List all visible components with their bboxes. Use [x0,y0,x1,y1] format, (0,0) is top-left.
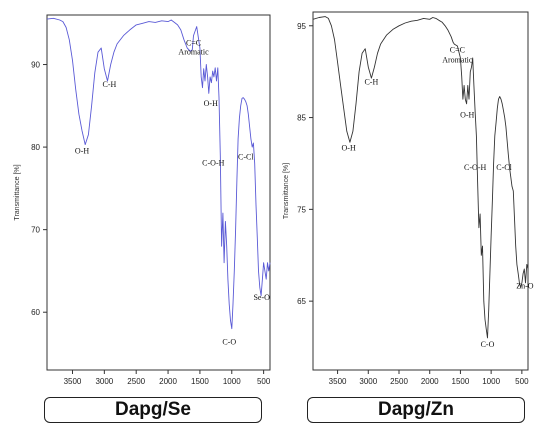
peak-annotation: C-O [222,337,236,346]
x-tick-label: 500 [515,377,529,386]
peak-annotation: O-H [460,111,474,120]
x-tick-label: 1000 [223,377,241,386]
spectrum-line [312,16,529,339]
x-tick-label: 3000 [95,377,113,386]
y-tick-label: 95 [297,22,306,31]
peak-annotation: O-H [342,144,356,153]
x-tick-label: 3500 [329,377,347,386]
peak-annotation: O-H [204,99,218,108]
y-tick-label: 65 [297,297,306,306]
caption-dapg-zn: Dapg/Zn [307,397,525,423]
x-tick-label: 2500 [127,377,145,386]
plot-frame [312,11,529,371]
peak-annotation: Se-O [253,293,270,302]
y-tick-label: 80 [31,143,40,152]
y-tick-label: 70 [31,226,40,235]
x-tick-label: 500 [257,377,271,386]
peak-annotation: C-H [364,78,378,87]
peak-annotation: C-H [103,80,117,89]
x-tick-label: 1500 [452,377,470,386]
peak-annotation: C-O-H [202,158,224,167]
ftir-panel-dapg-zn: 3500 3000 2500 2000 1500 1000 500 65 75 85 95 Trans… [283,11,534,386]
x-tick-label: 1000 [482,377,500,386]
x-tick-label: 2000 [159,377,177,386]
x-tick-label: 2000 [421,377,439,386]
x-tick-label: 2500 [390,377,408,386]
peak-annotation: C-Cl [496,163,512,172]
peak-annotation: Zn-O [516,281,534,290]
plot-frame [46,14,271,371]
y-axis-label: Transmittance [%] [283,163,290,219]
peak-annotation: C-Cl [238,152,254,161]
y-tick-label: 60 [31,308,40,317]
y-axis-label: Transmittance [%] [14,164,21,220]
ftir-panel-dapg-se: 3500 3000 2500 2000 1500 1000 500 60 70 80 90 Trans… [14,14,271,386]
peak-annotation: C-O [481,340,495,349]
peak-annotation: C=C [186,39,201,48]
peak-annotation: O-H [75,147,89,156]
peak-annotation: Aromatic [442,55,473,64]
y-tick-label: 75 [297,205,306,214]
peak-annotation: C=C [450,45,465,54]
y-tick-label: 85 [297,114,306,123]
peak-annotation: C-O-H [464,163,486,172]
x-tick-label: 3000 [359,377,377,386]
caption-dapg-se: Dapg/Se [44,397,262,423]
y-tick-label: 90 [31,61,40,70]
peak-annotation: Aromatic [178,48,209,57]
spectrum-line [46,17,271,330]
x-tick-label: 3500 [64,377,82,386]
x-tick-label: 1500 [191,377,209,386]
